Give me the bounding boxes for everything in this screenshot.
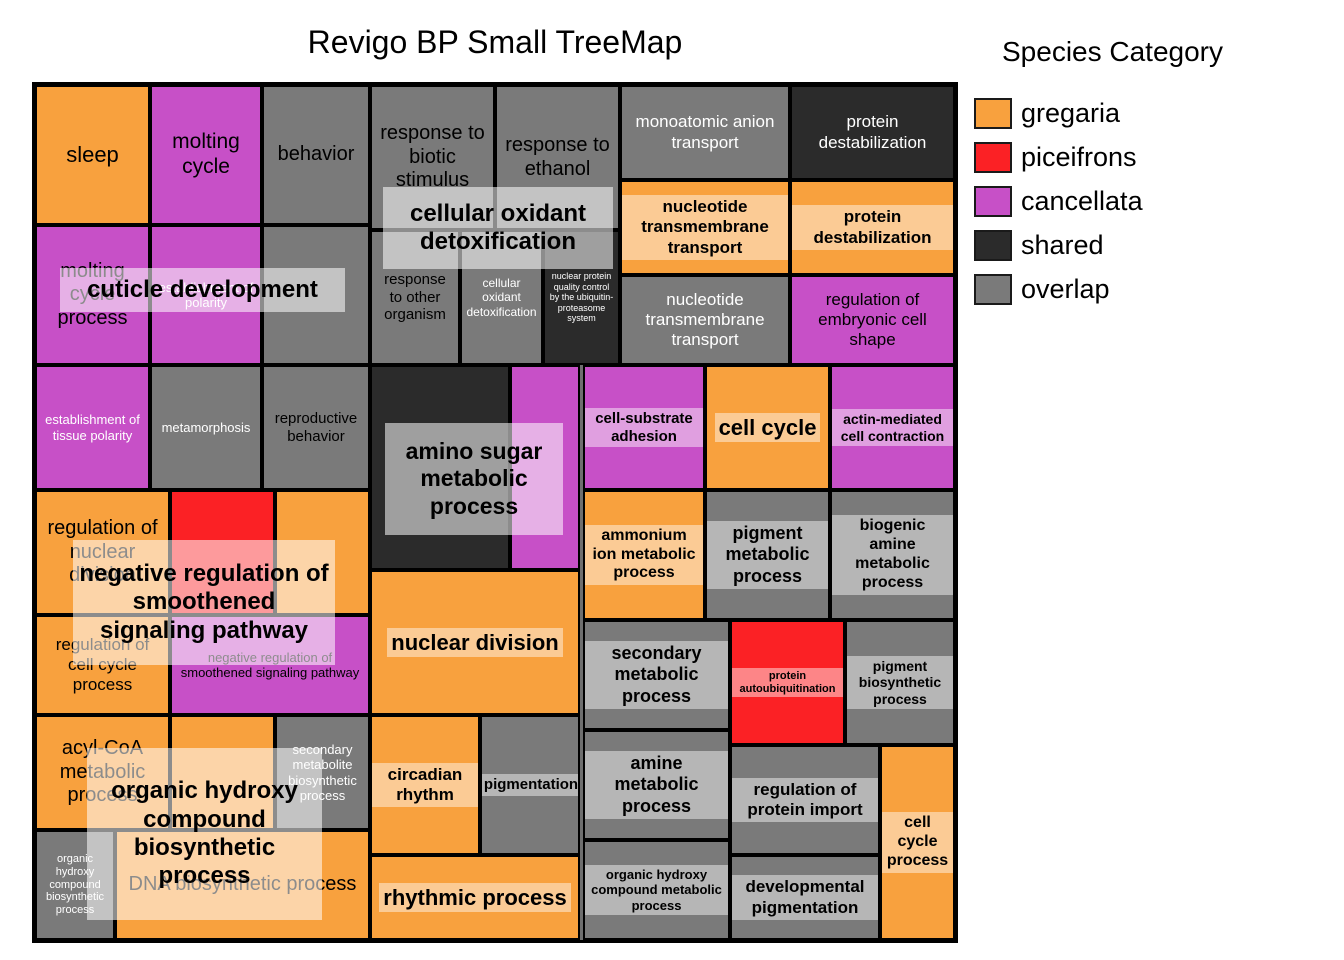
cell-label: amine metabolic process xyxy=(585,751,728,819)
cell-label: metamorphosis xyxy=(161,419,251,435)
group-label-amino-sugar-metabolic-process: amino sugar metabolic process xyxy=(385,423,563,535)
legend-label: gregaria xyxy=(1021,98,1121,128)
treemap-cell-molting-cycle[interactable]: molting cycle xyxy=(150,85,262,225)
treemap-cell-amine-metabolic-process[interactable]: amine metabolic process xyxy=(583,730,730,840)
treemap-cell-cell-substrate-adhesion[interactable]: cell-substrate adhesion xyxy=(583,365,705,490)
treemap-cell-regulation-of-embryonic-cell-shape[interactable]: regulation of embryonic cell shape xyxy=(790,275,955,365)
treemap-cell-protein-destabilization[interactable]: protein destabilization xyxy=(790,85,955,180)
treemap-cell-cell-cycle[interactable]: cell cycle xyxy=(705,365,830,490)
treemap-cell-nuclear-division[interactable]: nuclear division xyxy=(370,570,580,715)
treemap-cell-actin-mediated-cell-contraction[interactable]: actin-mediated cell contraction xyxy=(830,365,955,490)
treemap-cell-sleep[interactable]: sleep xyxy=(35,85,150,225)
cell-label: response to other organism xyxy=(384,270,446,324)
cell-label: regulation of protein import xyxy=(732,777,878,823)
cell-label: cell cycle process xyxy=(882,812,953,873)
treemap-cell-regulation-of-protein-import[interactable]: regulation of protein import xyxy=(730,745,880,855)
cell-label: developmental pigmentation xyxy=(732,875,878,920)
legend-label: overlap xyxy=(1021,274,1110,304)
treemap-cell-circadian-rhythm[interactable]: circadian rhythm xyxy=(370,715,480,855)
cell-label: reproductive behavior xyxy=(274,409,358,445)
treemap-cell-behavior[interactable]: behavior xyxy=(262,85,370,225)
treemap-cell-monoatomic-anion-transport[interactable]: monoatomic anion transport xyxy=(620,85,790,180)
legend-item-shared: shared xyxy=(974,230,1143,261)
cell-label: secondary metabolic process xyxy=(585,641,728,709)
cell-label: biogenic amine metabolic process xyxy=(832,515,953,595)
legend-item-gregaria: gregaria xyxy=(974,98,1143,129)
treemap-cell-cell-cycle-process[interactable]: cell cycle process xyxy=(880,745,955,940)
cell-label: pigmentation xyxy=(482,774,578,796)
legend-title: Species Category xyxy=(1002,36,1224,67)
treemap-cell-metamorphosis[interactable]: metamorphosis xyxy=(150,365,262,490)
cell-label: pigment metabolic process xyxy=(707,521,828,589)
cell-label: protein autoubiquitination xyxy=(732,667,843,698)
treemap-cell-nucleotide-transmembrane-transport[interactable]: nucleotide transmembrane transport xyxy=(620,180,790,275)
cell-label: nuclear protein quality control by the u… xyxy=(549,270,614,324)
legend-swatch-gregaria xyxy=(974,98,1012,129)
legend-swatch-piceifrons xyxy=(974,142,1012,173)
legend-label: piceifrons xyxy=(1021,142,1137,172)
legend-swatch-overlap xyxy=(974,274,1012,305)
treemap-cell-organic-hydroxy-compound-metabolic-process[interactable]: organic hydroxy compound metabolic proce… xyxy=(583,840,730,940)
treemap-cell-protein-destabilization[interactable]: protein destabilization xyxy=(790,180,955,275)
legend-swatch-cancellata xyxy=(974,186,1012,217)
treemap-cell-establishment-of-tissue-polarity[interactable]: establishment of tissue polarity xyxy=(35,365,150,490)
treemap-cell-secondary-metabolic-process[interactable]: secondary metabolic process xyxy=(583,620,730,730)
cell-label: actin-mediated cell contraction xyxy=(832,408,953,447)
treemap-cell-pigment-biosynthetic-process[interactable]: pigment biosynthetic process xyxy=(845,620,955,745)
treemap-cell-pigmentation[interactable]: pigmentation xyxy=(480,715,580,855)
chart-title: Revigo BP Small TreeMap xyxy=(307,24,683,60)
treemap-cell-protein-autoubiquitination[interactable]: protein autoubiquitination xyxy=(730,620,845,745)
cell-label: establishment of tissue polarity xyxy=(45,412,140,443)
legend-item-cancellata: cancellata xyxy=(974,186,1143,217)
cell-label: response to biotic stimulus xyxy=(380,122,485,192)
treemap-cell-reproductive-behavior[interactable]: reproductive behavior xyxy=(262,365,370,490)
cell-label: protein destabilization xyxy=(792,205,953,250)
legend-swatch-shared xyxy=(974,230,1012,261)
group-label-negative-regulation-of-smoothened-signaling-path: negative regulation of smoothened signal… xyxy=(73,540,335,665)
cell-label: cellular oxidant detoxification xyxy=(466,276,537,319)
cell-label: behavior xyxy=(277,143,355,166)
treemap-cell-nucleotide-transmembrane-transport[interactable]: nucleotide transmembrane transport xyxy=(620,275,790,365)
group-label-organic-hydroxy-compound-biosynthetic-process: organic hydroxy compound biosynthetic pr… xyxy=(87,748,322,920)
cell-label: rhythmic process xyxy=(379,882,571,913)
cell-label: pigment biosynthetic process xyxy=(847,655,953,710)
treemap-cell-biogenic-amine-metabolic-process[interactable]: biogenic amine metabolic process xyxy=(830,490,955,620)
treemap-cell-ammonium-ion-metabolic-process[interactable]: ammonium ion metabolic process xyxy=(583,490,705,620)
group-label-cellular-oxidant-detoxification: cellular oxidant detoxification xyxy=(383,187,613,269)
cell-label: regulation of embryonic cell shape xyxy=(818,289,927,350)
cell-label: response to ethanol xyxy=(505,133,610,180)
cell-label: ammonium ion metabolic process xyxy=(585,524,703,586)
legend-item-piceifrons: piceifrons xyxy=(974,142,1143,173)
cell-label: sleep xyxy=(66,142,119,168)
cell-label: nucleotide transmembrane transport xyxy=(622,195,788,260)
cell-label: cell-substrate adhesion xyxy=(585,407,703,448)
legend-label: shared xyxy=(1021,230,1104,260)
treemap-cell-rhythmic-process[interactable]: rhythmic process xyxy=(370,855,580,940)
cell-label: nuclear division xyxy=(387,627,563,658)
treemap-cell-developmental-pigmentation[interactable]: developmental pigmentation xyxy=(730,855,880,940)
treemap-cell-pigment-metabolic-process[interactable]: pigment metabolic process xyxy=(705,490,830,620)
cell-label: monoatomic anion transport xyxy=(635,112,775,152)
cell-label: circadian rhythm xyxy=(372,762,478,808)
cell-label: nucleotide transmembrane transport xyxy=(645,289,765,350)
cell-label: organic hydroxy compound metabolic proce… xyxy=(585,865,728,915)
group-label-cuticle-development: cuticle development xyxy=(60,268,345,312)
legend-label: cancellata xyxy=(1021,186,1143,216)
cell-label: protein destabilization xyxy=(818,112,927,152)
cell-label: molting cycle xyxy=(172,130,240,178)
legend: gregaria piceifrons cancellata shared overla… xyxy=(974,98,1143,305)
legend-item-overlap: overlap xyxy=(974,274,1143,305)
cell-label: cell cycle xyxy=(714,412,821,443)
